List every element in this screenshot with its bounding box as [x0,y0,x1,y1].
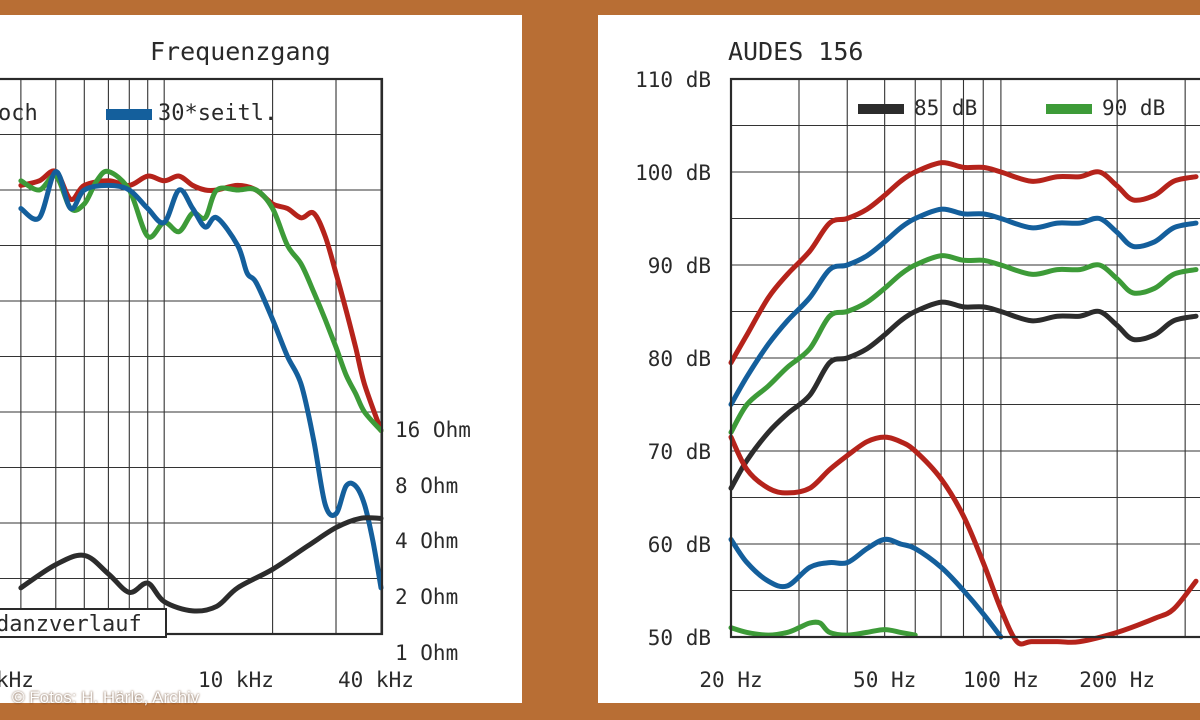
series-line-green [728,619,918,638]
photo-credit: © Fotos: H. Härle, Archiv [12,688,200,707]
x-axis-tick-label: 100 Hz [963,668,1039,692]
series-line-red [728,434,1199,647]
series-line-red [728,160,1199,366]
y-axis-tick-label: 60 dB [648,533,711,557]
right-axis-tick-label: 4 Ohm [395,529,458,553]
y-axis-tick-label: 100 dB [635,161,711,185]
annotation-box [0,608,167,638]
series-line-black [728,299,1199,491]
right-axis-tick-label: 1 Ohm [395,641,458,665]
frequency-response-chart: Frequenzgang och 30*seitl. danzverlauf 1… [0,37,471,692]
x-axis-tick-label: 10 kHz [198,668,274,692]
right-axis-tick-label: 16 Ohm [395,418,471,442]
y-axis-tick-label: 110 dB [635,68,711,92]
y-axis-tick-label: 80 dB [648,347,711,371]
y-axis-tick-label: 90 dB [648,254,711,278]
chart-title: Frequenzgang [150,37,331,66]
legend-label-och: och [0,101,38,126]
chart-title: AUDES 156 [728,37,863,66]
legend: och 30*seitl. [0,101,277,126]
legend-swatch-black [858,104,904,114]
legend-swatch-green [1046,104,1092,114]
legend-swatch-blue [106,109,152,120]
y-axis-tick-label: 50 dB [648,626,711,650]
series-line-blue [728,536,1004,640]
right-axis-tick-label: 2 Ohm [395,585,458,609]
y-axis-tick-label: 70 dB [648,440,711,464]
right-axis-tick-label: 8 Ohm [395,474,458,498]
x-axis-tick-label: 40 kHz [338,668,414,692]
legend-label-30-seitl: 30*seitl. [158,101,277,126]
impedance-annotation: danzverlauf [0,612,142,637]
series-line-blue [18,168,384,591]
series-line-blue [728,206,1199,407]
x-axis-tick-label: 50 Hz [853,668,916,692]
x-axis-tick-label: 200 Hz [1079,668,1155,692]
legend: 85 dB 90 dB [858,96,1165,120]
x-axis-tick-label: kHz [0,668,34,692]
series-line-black [18,515,384,614]
legend-label-85-db: 85 dB [914,96,977,120]
x-axis-tick-label: 20 Hz [699,668,762,692]
chart-panel-right: AUDES 156 85 dB 90 dB 110 dB 100 dB 90 dB 8… [598,15,1200,703]
series-line-green [728,253,1199,435]
legend-label-90-db: 90 dB [1102,96,1165,120]
series-line-green [18,168,384,433]
chart-panel-left: Frequenzgang och 30*seitl. danzverlauf 1… [0,15,522,703]
